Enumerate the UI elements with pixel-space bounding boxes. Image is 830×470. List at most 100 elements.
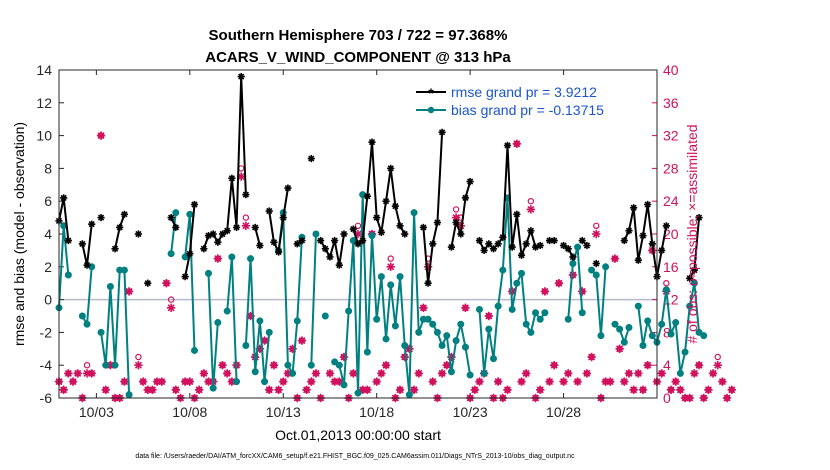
- rmse-point: [256, 241, 264, 250]
- obs-assimilated-point: [493, 377, 503, 386]
- bias-point: [672, 319, 680, 327]
- obs-assimilated-point: [708, 369, 718, 378]
- bias-point: [620, 338, 628, 346]
- rmse-point: [634, 256, 642, 264]
- bias-point: [461, 343, 469, 351]
- bias-point: [284, 361, 292, 369]
- obs-assimilated-point: [437, 369, 447, 378]
- bias-point: [616, 325, 624, 333]
- rmse-point: [438, 128, 446, 136]
- rmse-point: [447, 243, 456, 251]
- bias-point: [611, 320, 619, 328]
- obs-possible-point: [242, 214, 250, 221]
- obs-assimilated-point: [564, 369, 573, 378]
- obs-possible-point: [387, 255, 394, 262]
- obs-assimilated-point: [64, 369, 73, 378]
- legend-bias-label: bias grand pr = -0.13715: [451, 102, 604, 118]
- rmse-point: [377, 228, 385, 236]
- rmse-point: [78, 240, 86, 248]
- obs-assimilated-point: [87, 369, 96, 378]
- obs-assimilated-point: [414, 369, 423, 378]
- obs-assimilated-point: [73, 369, 82, 378]
- obs-assimilated-point: [157, 377, 166, 386]
- rmse-point: [485, 240, 493, 248]
- obs-assimilated-point: [624, 369, 634, 378]
- rmse-point: [284, 184, 292, 192]
- bias-point: [489, 355, 497, 363]
- bias-point: [363, 348, 371, 356]
- obs-assimilated-point: [241, 221, 251, 230]
- obs-assimilated-point: [381, 361, 391, 370]
- obs-assimilated-point: [409, 385, 419, 394]
- bias-point: [415, 328, 423, 336]
- y2-axis-label: # of obs: o=possible; ×=assimilated: [684, 124, 700, 343]
- obs-possible-point: [83, 362, 91, 369]
- y2-tick-label: 28: [663, 160, 679, 176]
- rmse-point: [480, 246, 488, 254]
- rmse-point: [522, 240, 530, 248]
- obs-assimilated-point: [629, 385, 638, 394]
- rmse-point: [690, 266, 698, 274]
- rmse-point: [359, 236, 367, 245]
- rmse-point: [181, 273, 189, 281]
- bias-point: [648, 332, 656, 340]
- rmse-point: [223, 227, 231, 235]
- obs-possible-point: [354, 222, 362, 229]
- bias-point: [382, 335, 390, 343]
- bias-point: [78, 312, 86, 320]
- bias-point: [438, 342, 446, 350]
- rmse-point: [237, 72, 245, 81]
- rmse-point: [559, 241, 568, 250]
- rmse-point: [200, 245, 208, 253]
- obs-assimilated-point: [349, 369, 358, 378]
- obs-possible-point: [527, 197, 535, 205]
- obs-assimilated-point: [521, 369, 531, 378]
- y2-tick-label: 24: [663, 193, 679, 209]
- obs-assimilated-point: [222, 369, 232, 378]
- obs-assimilated-point: [372, 377, 381, 386]
- rmse-point: [218, 230, 227, 238]
- bias-point: [588, 266, 596, 274]
- obs-assimilated-point: [307, 377, 316, 386]
- obs-assimilated-point: [68, 377, 78, 386]
- bias-point: [443, 332, 451, 340]
- y-tick-label: 8: [44, 160, 52, 176]
- obs-assimilated-point: [704, 385, 713, 394]
- bias-point: [331, 358, 339, 366]
- bias-point: [335, 361, 343, 369]
- obs-assimilated-point: [671, 377, 680, 386]
- obs-assimilated-point: [718, 377, 727, 386]
- bias-line: [170, 212, 177, 254]
- bias-point: [289, 369, 297, 377]
- rmse-point: [232, 223, 241, 232]
- rmse-point: [190, 200, 199, 209]
- bias-point: [83, 320, 91, 328]
- rmse-point: [639, 232, 647, 240]
- rmse-point: [97, 214, 105, 222]
- bias-point: [125, 391, 133, 399]
- rmse-point: [695, 214, 703, 222]
- bias-point: [307, 361, 315, 369]
- obs-assimilated-point: [96, 131, 106, 140]
- bias-point: [172, 209, 180, 217]
- bias-point: [499, 266, 507, 274]
- bias-point: [228, 253, 236, 261]
- rmse-series: [55, 72, 703, 287]
- rmse-point: [298, 236, 306, 245]
- y-tick-label: 10: [36, 128, 52, 144]
- bias-point: [695, 328, 703, 336]
- obs-assimilated-point: [470, 385, 479, 394]
- rmse-point: [354, 240, 362, 248]
- rmse-point: [363, 192, 371, 200]
- obs-assimilated-point: [269, 361, 279, 370]
- obs-assimilated-point: [545, 377, 554, 386]
- obs-possible-point: [663, 280, 670, 287]
- bias-point: [522, 320, 530, 328]
- rmse-point: [209, 230, 217, 238]
- bias-point: [368, 232, 376, 240]
- obs-assimilated-point: [638, 385, 648, 394]
- obs-assimilated-point: [442, 361, 451, 370]
- rmse-point: [419, 223, 428, 232]
- bias-point: [190, 346, 198, 354]
